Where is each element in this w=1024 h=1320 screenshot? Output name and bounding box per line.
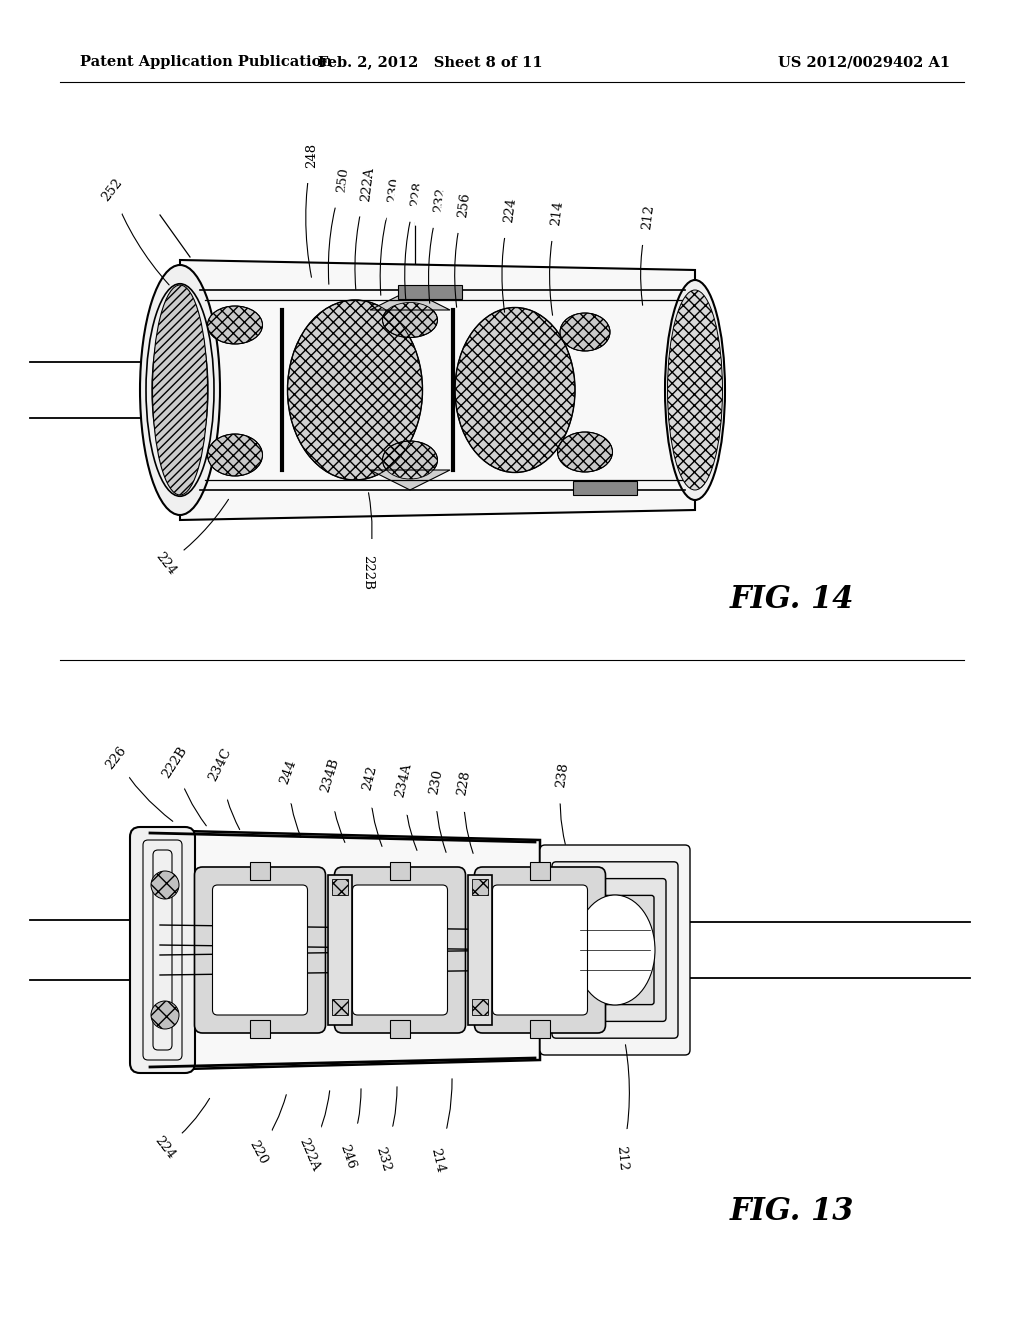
Text: 222A: 222A bbox=[359, 166, 377, 202]
Text: 246: 246 bbox=[338, 1143, 358, 1171]
Text: 252: 252 bbox=[99, 176, 125, 203]
Text: 230: 230 bbox=[386, 177, 402, 203]
FancyBboxPatch shape bbox=[540, 845, 690, 1055]
Bar bbox=[530, 1020, 550, 1038]
Text: US 2012/0029402 A1: US 2012/0029402 A1 bbox=[778, 55, 950, 69]
Text: 234A: 234A bbox=[394, 762, 415, 799]
Bar bbox=[250, 862, 270, 880]
Text: Patent Application Publication: Patent Application Publication bbox=[80, 55, 332, 69]
FancyBboxPatch shape bbox=[552, 862, 678, 1039]
Ellipse shape bbox=[153, 285, 208, 495]
Text: 222B: 222B bbox=[361, 554, 375, 590]
Polygon shape bbox=[180, 260, 695, 520]
Text: 226: 226 bbox=[103, 744, 129, 772]
FancyBboxPatch shape bbox=[352, 884, 447, 1015]
Text: 238: 238 bbox=[554, 762, 570, 788]
FancyBboxPatch shape bbox=[564, 879, 666, 1022]
Text: 234C: 234C bbox=[206, 746, 233, 784]
Bar bbox=[398, 285, 462, 300]
Ellipse shape bbox=[575, 895, 655, 1005]
Ellipse shape bbox=[383, 302, 437, 338]
FancyBboxPatch shape bbox=[213, 884, 307, 1015]
Bar bbox=[472, 999, 488, 1015]
Ellipse shape bbox=[668, 290, 723, 490]
FancyBboxPatch shape bbox=[474, 867, 605, 1034]
Bar bbox=[328, 875, 352, 1026]
Polygon shape bbox=[370, 290, 450, 310]
Text: FIG. 14: FIG. 14 bbox=[730, 585, 854, 615]
Text: FIG. 13: FIG. 13 bbox=[730, 1196, 854, 1228]
Bar bbox=[390, 1020, 410, 1038]
FancyBboxPatch shape bbox=[575, 895, 654, 1005]
FancyBboxPatch shape bbox=[195, 867, 326, 1034]
Text: 228: 228 bbox=[456, 770, 473, 796]
Text: 232: 232 bbox=[374, 1144, 393, 1173]
Bar bbox=[472, 879, 488, 895]
Text: 250: 250 bbox=[335, 166, 351, 193]
Ellipse shape bbox=[383, 441, 437, 479]
Ellipse shape bbox=[288, 300, 423, 480]
Ellipse shape bbox=[208, 434, 262, 477]
Text: 256: 256 bbox=[456, 191, 472, 218]
Ellipse shape bbox=[455, 308, 575, 473]
Polygon shape bbox=[145, 830, 540, 1071]
Text: 224: 224 bbox=[154, 550, 179, 578]
Text: 224: 224 bbox=[153, 1134, 178, 1162]
Bar bbox=[332, 999, 348, 1015]
Text: Feb. 2, 2012   Sheet 8 of 11: Feb. 2, 2012 Sheet 8 of 11 bbox=[317, 55, 543, 69]
Text: 214: 214 bbox=[428, 1146, 446, 1173]
Text: 242: 242 bbox=[360, 764, 379, 792]
Text: 220: 220 bbox=[247, 1138, 269, 1166]
Text: 224: 224 bbox=[502, 197, 518, 223]
Text: 230: 230 bbox=[427, 768, 444, 796]
Text: 222B: 222B bbox=[160, 744, 189, 780]
Text: 212: 212 bbox=[640, 203, 656, 230]
Bar bbox=[573, 480, 637, 495]
Ellipse shape bbox=[208, 306, 262, 345]
FancyBboxPatch shape bbox=[130, 828, 195, 1073]
Ellipse shape bbox=[557, 432, 612, 473]
Text: 232: 232 bbox=[432, 186, 447, 214]
FancyBboxPatch shape bbox=[335, 867, 466, 1034]
Ellipse shape bbox=[151, 1001, 179, 1030]
FancyBboxPatch shape bbox=[493, 884, 588, 1015]
Ellipse shape bbox=[560, 313, 610, 351]
Bar bbox=[250, 1020, 270, 1038]
Ellipse shape bbox=[140, 265, 220, 515]
Polygon shape bbox=[370, 470, 450, 490]
Ellipse shape bbox=[151, 871, 179, 899]
Text: 234B: 234B bbox=[318, 756, 341, 793]
Bar bbox=[332, 879, 348, 895]
Bar bbox=[530, 862, 550, 880]
Text: 212: 212 bbox=[614, 1144, 630, 1171]
Text: 244: 244 bbox=[278, 758, 298, 785]
Text: 228: 228 bbox=[409, 181, 425, 207]
Bar bbox=[468, 875, 492, 1026]
Ellipse shape bbox=[665, 280, 725, 500]
Text: 248: 248 bbox=[305, 143, 318, 168]
Bar bbox=[390, 862, 410, 880]
Text: 214: 214 bbox=[549, 199, 565, 226]
Text: 222A: 222A bbox=[296, 1137, 322, 1173]
